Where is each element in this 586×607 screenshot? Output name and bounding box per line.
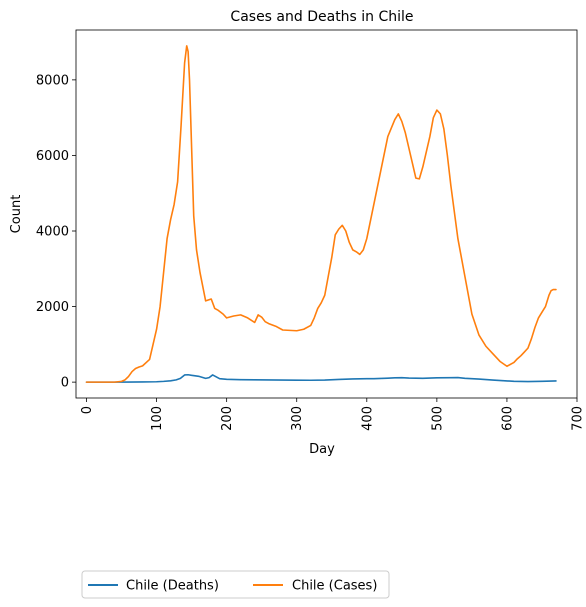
x-tick-label: 0: [80, 406, 95, 414]
legend-box: [81, 570, 390, 599]
y-axis: 0 2000 4000 6000 8000: [36, 73, 76, 391]
legend: Chile (Deaths) Chile (Cases): [81, 570, 390, 599]
series-line-deaths: [85, 373, 557, 383]
plot-frame: [75, 29, 578, 399]
series-line-cases: [85, 45, 557, 383]
x-axis-label: Day: [309, 442, 335, 457]
chart-title: Cases and Deaths in Chile: [230, 9, 413, 25]
y-tick-label: 2000: [36, 300, 69, 315]
legend-label-cases: Chile (Cases): [292, 579, 377, 594]
x-tick-label: 500: [430, 406, 445, 431]
x-tick-label: 100: [150, 406, 165, 431]
y-tick-label: 0: [61, 376, 69, 391]
legend-label-deaths: Chile (Deaths): [126, 579, 219, 594]
y-tick-label: 8000: [36, 73, 69, 88]
x-tick-label: 700: [571, 406, 586, 431]
x-tick-label: 300: [290, 406, 305, 431]
x-tick-label: 400: [360, 406, 375, 431]
y-tick-label: 4000: [36, 225, 69, 240]
y-tick-label: 6000: [36, 149, 69, 164]
x-axis: 0 100 200 300 400 500 600 700: [80, 398, 586, 431]
x-tick-label: 600: [500, 406, 515, 431]
x-tick-label: 200: [220, 406, 235, 431]
series-lines: [85, 45, 557, 383]
y-axis-label: Count: [9, 195, 24, 234]
